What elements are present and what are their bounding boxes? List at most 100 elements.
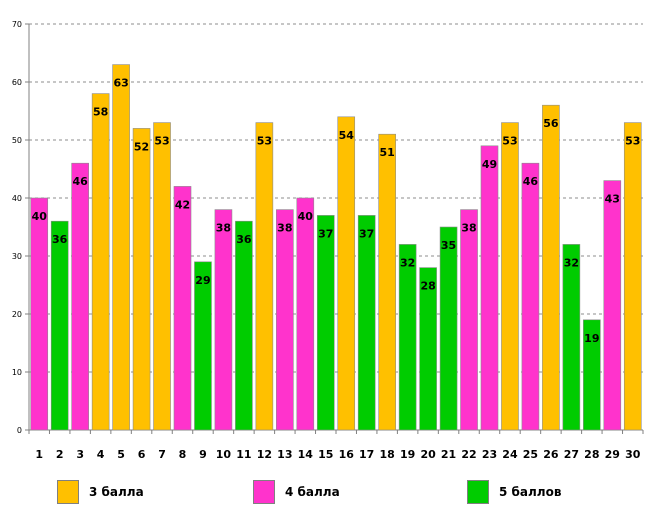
- bar-4: [91, 93, 110, 431]
- gridlines: [29, 23, 643, 373]
- data-label-1: 40: [32, 210, 48, 223]
- y-tick-label-50: 50: [12, 136, 22, 145]
- bar-23: [480, 145, 499, 431]
- data-label-14: 40: [298, 210, 314, 223]
- x-tick-label-23: 23: [482, 448, 497, 461]
- data-label-28: 19: [584, 332, 599, 345]
- x-tick-label-22: 22: [461, 448, 476, 461]
- data-label-16: 54: [339, 129, 355, 142]
- y-tick-label-30: 30: [12, 252, 22, 261]
- bar-26: [542, 104, 560, 431]
- bar-16: [337, 116, 356, 431]
- bar-24: [501, 122, 519, 431]
- bar-19: [398, 244, 417, 431]
- x-tick-label-27: 27: [564, 448, 579, 461]
- y-tick-label-0: 0: [17, 426, 22, 435]
- y-tick-label-70: 70: [12, 20, 22, 29]
- data-label-3: 46: [73, 175, 89, 188]
- legend-swatch-4: [253, 480, 275, 504]
- legend-label-4: 4 балла: [285, 485, 340, 499]
- axes: [25, 23, 644, 434]
- data-label-23: 49: [482, 158, 497, 171]
- x-tick-label-26: 26: [543, 448, 559, 461]
- bar-15: [316, 215, 335, 431]
- x-tick-label-7: 7: [158, 448, 166, 461]
- bar-8: [173, 186, 192, 431]
- data-label-2: 36: [52, 233, 68, 246]
- bar-20: [419, 267, 437, 431]
- x-tick-label-10: 10: [216, 448, 232, 461]
- legend-item-5-ballov: 5 баллов: [467, 478, 561, 506]
- data-label-21: 35: [441, 239, 456, 252]
- data-label-12: 53: [257, 135, 272, 148]
- bar-30: [623, 122, 642, 431]
- data-label-11: 36: [236, 233, 252, 246]
- legend-swatch-5: [467, 480, 489, 504]
- data-label-18: 51: [380, 146, 395, 159]
- data-label-15: 37: [318, 227, 333, 240]
- x-tick-label-25: 25: [523, 448, 538, 461]
- x-tick-label-18: 18: [380, 448, 395, 461]
- legend-label-5: 5 баллов: [499, 485, 562, 499]
- data-labels: 40 36 46 58 63 52 53 42 29 38 36 53 38 40 37 54 37 51 32 28…: [32, 77, 641, 345]
- data-label-30: 53: [625, 135, 640, 148]
- x-tick-label-2: 2: [56, 448, 64, 461]
- bar-17: [357, 215, 376, 431]
- bar-1: [30, 197, 49, 431]
- legend-swatch-3: [57, 480, 79, 504]
- x-tick-label-30: 30: [625, 448, 641, 461]
- legend: 3 балла 4 балла 5 баллов: [0, 478, 650, 508]
- data-label-22: 38: [461, 222, 476, 235]
- data-label-19: 32: [400, 256, 415, 269]
- data-label-29: 43: [605, 193, 620, 206]
- y-tick-label-40: 40: [12, 194, 22, 203]
- x-tick-label-1: 1: [35, 448, 43, 461]
- bar-28: [583, 319, 601, 431]
- y-tick-labels: 0 10 20 30 40 50 60 70: [12, 20, 22, 435]
- data-label-5: 63: [113, 77, 128, 90]
- data-label-13: 38: [277, 222, 292, 235]
- bar-29: [603, 180, 622, 431]
- x-tick-label-12: 12: [257, 448, 272, 461]
- x-tick-label-9: 9: [199, 448, 207, 461]
- x-tick-label-5: 5: [117, 448, 125, 461]
- data-label-10: 38: [216, 222, 231, 235]
- data-label-25: 46: [523, 175, 539, 188]
- x-tick-label-4: 4: [97, 448, 105, 461]
- data-label-7: 53: [154, 135, 169, 148]
- x-tick-label-29: 29: [605, 448, 620, 461]
- bar-6: [132, 128, 151, 431]
- bar-22: [460, 209, 478, 431]
- x-tick-label-6: 6: [138, 448, 146, 461]
- data-label-8: 42: [175, 198, 190, 211]
- x-tick-label-24: 24: [502, 448, 518, 461]
- bar-14: [296, 197, 315, 431]
- data-label-26: 56: [543, 117, 559, 130]
- bar-2: [50, 220, 69, 431]
- data-label-24: 53: [502, 135, 517, 148]
- data-label-17: 37: [359, 227, 374, 240]
- x-tick-label-8: 8: [179, 448, 187, 461]
- x-tick-label-13: 13: [277, 448, 292, 461]
- legend-item-4-balla: 4 балла: [253, 478, 340, 506]
- bar-12: [255, 122, 274, 431]
- legend-item-3-balla: 3 балла: [57, 478, 144, 506]
- data-label-4: 58: [93, 106, 108, 119]
- bar-5: [112, 64, 130, 431]
- x-tick-label-11: 11: [236, 448, 251, 461]
- bars: [30, 64, 642, 431]
- bar-9: [194, 261, 212, 431]
- y-tick-label-20: 20: [12, 310, 22, 319]
- x-tick-label-15: 15: [318, 448, 333, 461]
- data-label-27: 32: [564, 256, 579, 269]
- bar-11: [235, 220, 253, 431]
- x-tick-label-28: 28: [584, 448, 599, 461]
- x-tick-label-21: 21: [441, 448, 456, 461]
- bar-18: [378, 133, 396, 431]
- bar-7: [153, 122, 171, 431]
- x-tick-label-3: 3: [76, 448, 84, 461]
- y-tick-label-10: 10: [12, 368, 22, 377]
- bar-25: [521, 162, 540, 431]
- bar-10: [214, 209, 233, 431]
